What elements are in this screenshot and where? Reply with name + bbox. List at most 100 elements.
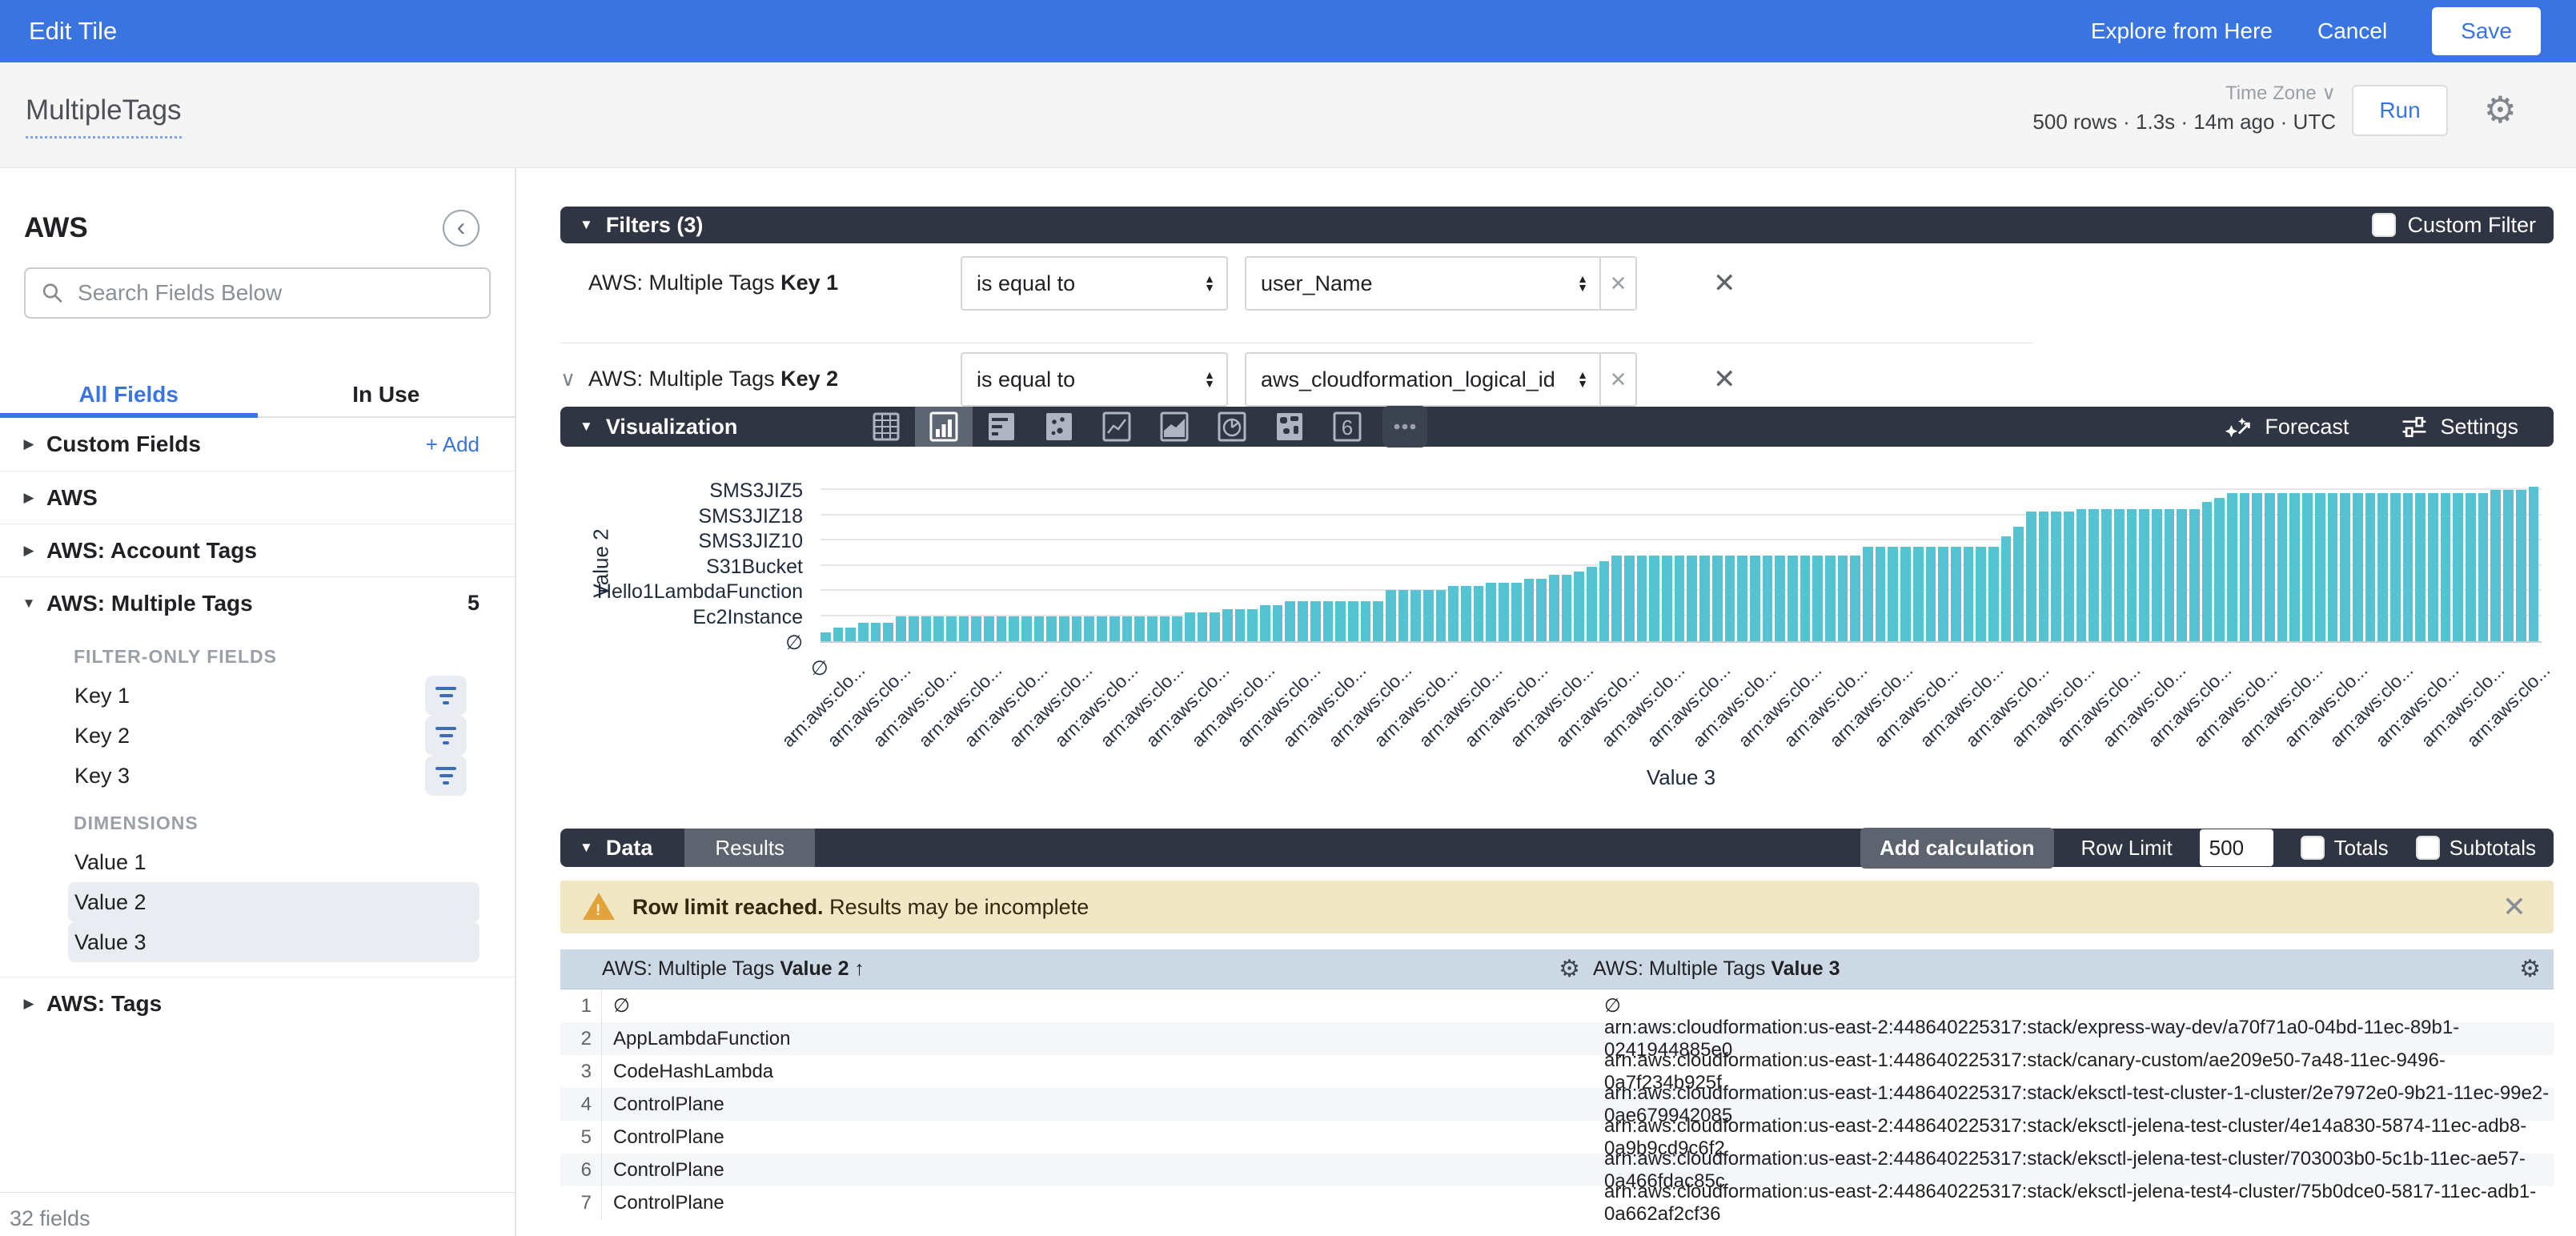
chart-bar[interactable] — [1298, 601, 1308, 641]
filter-icon[interactable] — [425, 676, 467, 716]
chart-bar[interactable] — [1788, 556, 1798, 642]
chart-bar[interactable] — [2365, 493, 2376, 641]
chart-bar[interactable] — [1009, 616, 1019, 641]
viz-type-single-value-chart-icon[interactable]: 6 — [1318, 407, 1376, 447]
chart-bar[interactable] — [1474, 586, 1484, 641]
column-header-value3[interactable]: AWS: Multiple Tags Value 3 — [1593, 957, 1840, 981]
cell-value2[interactable]: ∅ — [602, 994, 1593, 1017]
chart-bar[interactable] — [1373, 601, 1383, 641]
chart-bar[interactable] — [1687, 556, 1697, 642]
viz-type-line-chart-icon[interactable] — [1088, 407, 1146, 447]
chart-bar[interactable] — [2114, 509, 2125, 641]
chart-bar[interactable] — [1511, 583, 1522, 641]
cell-value2[interactable]: ControlPlane — [602, 1192, 1593, 1214]
field-item-key-2[interactable]: Key 2 — [68, 716, 479, 756]
chart-bar[interactable] — [1109, 616, 1120, 641]
chart-bar[interactable] — [2165, 509, 2175, 641]
chart-bar[interactable] — [1725, 556, 1735, 642]
cell-value3[interactable]: ∅ — [1593, 994, 2554, 1017]
chart-bar[interactable] — [2265, 493, 2275, 641]
chart-bar[interactable] — [1611, 556, 1622, 642]
chart-bar[interactable] — [858, 623, 869, 641]
chart-bar[interactable] — [2051, 512, 2061, 641]
filters-collapse-caret[interactable]: ▼ — [580, 217, 593, 233]
chart-bar[interactable] — [1562, 575, 1572, 641]
chart-bar[interactable] — [2101, 509, 2112, 641]
chart-bar[interactable] — [946, 616, 957, 641]
sidebar-group-aws[interactable]: ▶AWS — [0, 471, 515, 524]
chart-bar[interactable] — [933, 616, 944, 641]
chart-bar[interactable] — [2127, 509, 2137, 641]
chart-bar[interactable] — [1637, 556, 1647, 642]
chart-bar[interactable] — [2340, 493, 2350, 641]
chart-bar[interactable] — [1649, 556, 1659, 642]
subtotals-checkbox[interactable] — [2416, 836, 2440, 860]
table-row[interactable]: 7ControlPlanearn:aws:cloudformation:us-e… — [560, 1186, 2554, 1219]
chart-bar[interactable] — [1222, 609, 1233, 642]
clear-filter-value-icon[interactable]: ✕ — [1601, 352, 1637, 407]
tab-all-fields[interactable]: All Fields — [0, 371, 258, 416]
chart-bar[interactable] — [959, 616, 969, 641]
chart-bar[interactable] — [2227, 493, 2237, 641]
chart-bar[interactable] — [2277, 493, 2288, 641]
chart-bar[interactable] — [2214, 498, 2225, 641]
chart-bar[interactable] — [2529, 487, 2539, 641]
field-item-value-2[interactable]: Value 2 — [68, 882, 479, 922]
row-limit-input[interactable] — [2200, 829, 2273, 866]
chart-bar[interactable] — [833, 628, 844, 641]
chart-bar[interactable] — [2252, 493, 2262, 641]
chart-bar[interactable] — [1574, 572, 1584, 641]
chart-bar[interactable] — [921, 616, 932, 641]
cell-value2[interactable]: ControlPlane — [602, 1126, 1593, 1149]
chart-bar[interactable] — [1486, 583, 1496, 641]
chart-bar[interactable] — [2441, 493, 2451, 641]
chart-bar[interactable] — [1335, 601, 1346, 641]
chart-bar[interactable] — [1964, 547, 1974, 641]
chart-bar[interactable] — [2490, 490, 2501, 641]
chart-bar[interactable] — [2415, 493, 2426, 641]
visualization-collapse-caret[interactable]: ▼ — [580, 419, 593, 435]
cell-value2[interactable]: AppLambdaFunction — [602, 1028, 1593, 1050]
chart-bar[interactable] — [1310, 601, 1321, 641]
chart-bar[interactable] — [1285, 601, 1295, 641]
chart-bar[interactable] — [2001, 536, 2012, 641]
clear-filter-value-icon[interactable]: ✕ — [1601, 256, 1637, 311]
totals-toggle[interactable]: Totals — [2301, 836, 2389, 861]
chart-bar[interactable] — [2466, 493, 2476, 641]
chart-bar[interactable] — [1938, 547, 1948, 641]
sidebar-group-aws-tags[interactable]: ▶AWS: Tags — [0, 977, 515, 1029]
chart-bar[interactable] — [2428, 493, 2438, 641]
chart-bar[interactable] — [984, 616, 994, 641]
timezone-dropdown[interactable]: Time Zone ∨ — [2032, 82, 2336, 105]
chart-bar[interactable] — [1273, 605, 1283, 641]
chart-bar[interactable] — [1410, 590, 1421, 641]
chart-bar[interactable] — [1499, 583, 1509, 641]
chart-bar[interactable] — [2478, 493, 2489, 641]
chart-bar[interactable] — [1323, 601, 1334, 641]
chart-bar[interactable] — [1926, 547, 1936, 641]
chart-bar[interactable] — [2328, 493, 2338, 641]
viz-type-more-icon[interactable] — [1376, 407, 1434, 447]
cancel-link[interactable]: Cancel — [2317, 18, 2387, 44]
viz-type-column-chart-icon[interactable] — [915, 407, 973, 447]
chart-bar[interactable] — [1712, 556, 1723, 642]
chart-bar[interactable] — [1699, 556, 1710, 642]
filter-operator-select[interactable]: is equal to▲▼ — [961, 352, 1228, 407]
chart-bar[interactable] — [871, 623, 881, 641]
viz-type-table-chart-icon[interactable] — [857, 407, 915, 447]
chart-bar[interactable] — [1812, 556, 1823, 642]
totals-checkbox[interactable] — [2301, 836, 2325, 860]
chart-bar[interactable] — [2403, 493, 2413, 641]
chart-bar[interactable] — [2139, 509, 2149, 641]
chart-bar[interactable] — [1599, 561, 1610, 641]
chart-bar[interactable] — [1988, 547, 1999, 641]
custom-filter-checkbox[interactable] — [2372, 213, 2396, 237]
save-button[interactable]: Save — [2432, 7, 2541, 55]
gear-icon[interactable]: ⚙ — [2484, 88, 2517, 131]
chart-bar[interactable] — [1951, 547, 1961, 641]
viz-type-map-chart-icon[interactable] — [1261, 407, 1318, 447]
chart-bar[interactable] — [2039, 512, 2049, 641]
chart-bar[interactable] — [1800, 556, 1811, 642]
forecast-button[interactable]: Forecast — [2223, 411, 2349, 442]
chart-bar[interactable] — [1097, 616, 1107, 641]
